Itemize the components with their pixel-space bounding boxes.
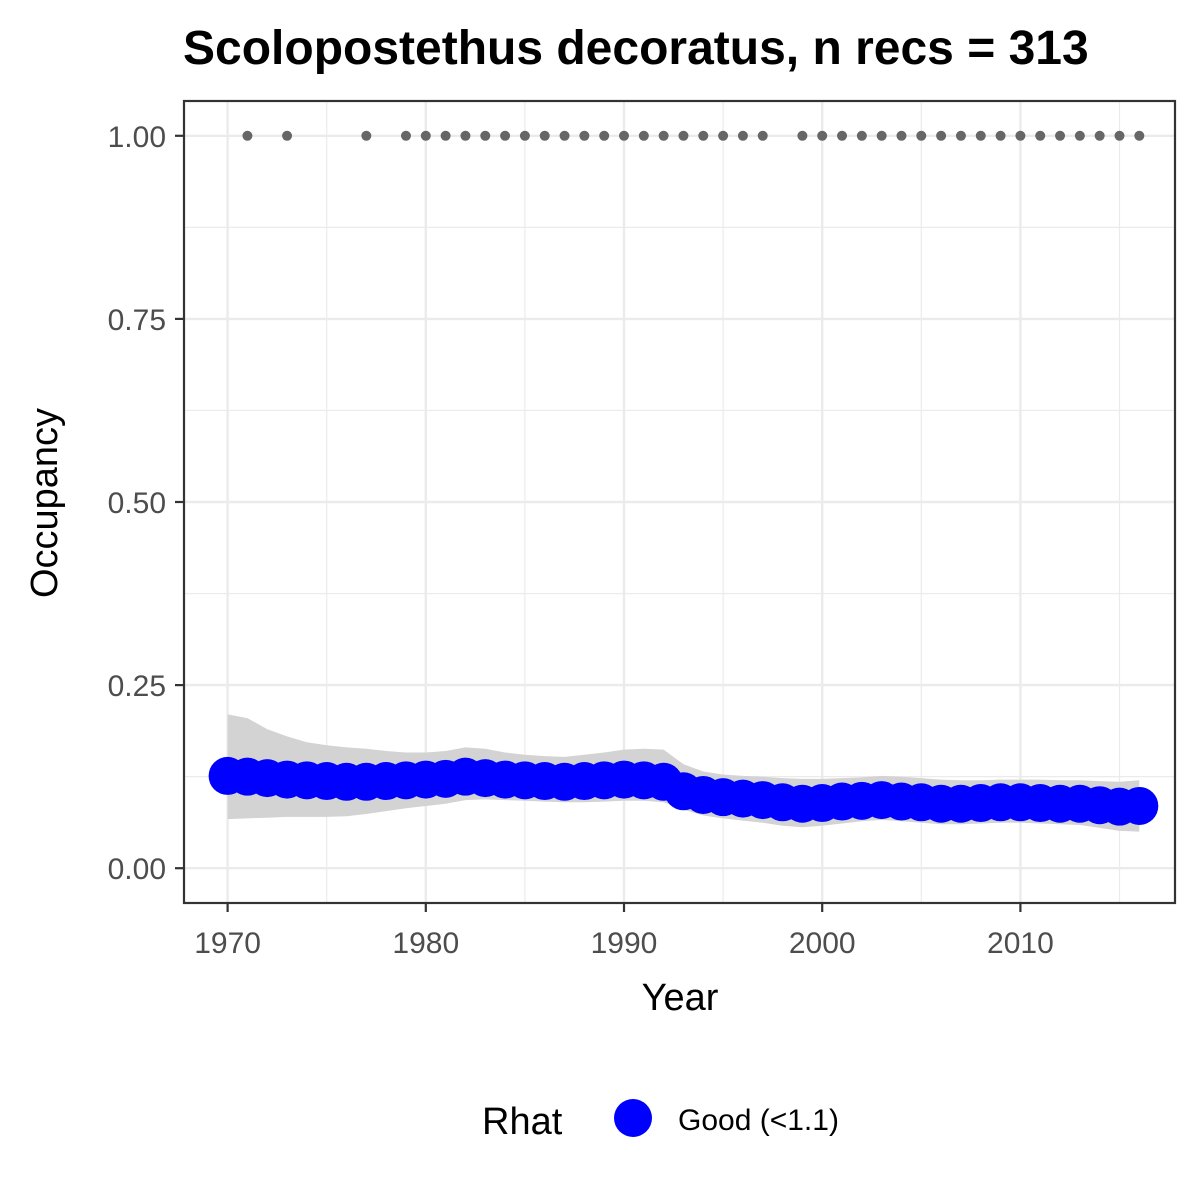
record-point <box>1114 130 1125 141</box>
y-tick-label: 0.00 <box>108 853 166 886</box>
record-point <box>579 130 590 141</box>
legend-title: Rhat <box>482 1101 563 1143</box>
y-axis-title: Occupancy <box>24 408 66 598</box>
record-point <box>440 130 451 141</box>
record-point <box>1094 130 1105 141</box>
record-point <box>658 130 669 141</box>
record-point <box>797 130 808 141</box>
record-point <box>361 130 372 141</box>
record-point <box>995 130 1006 141</box>
occupancy-points <box>208 756 1159 826</box>
record-point <box>1055 130 1066 141</box>
record-point <box>242 130 253 141</box>
x-tick-label: 2000 <box>789 927 856 960</box>
record-point <box>1074 130 1085 141</box>
y-tick-label: 0.50 <box>108 487 166 520</box>
record-point <box>975 130 986 141</box>
y-tick-label: 0.75 <box>108 304 166 337</box>
legend-label-good: Good (<1.1) <box>678 1104 839 1137</box>
record-point <box>1035 130 1046 141</box>
y-axis: 0.00 0.25 0.50 0.75 1.00 <box>108 121 184 886</box>
record-point <box>955 130 966 141</box>
chart-title: Scolopostethus decoratus, n recs = 313 <box>183 22 1089 75</box>
occupancy-point <box>1120 786 1159 825</box>
record-point <box>1134 130 1145 141</box>
record-point <box>876 130 887 141</box>
record-point <box>698 130 709 141</box>
record-point <box>1015 130 1026 141</box>
record-point <box>638 130 649 141</box>
record-point <box>480 130 491 141</box>
record-point <box>420 130 431 141</box>
record-point <box>718 130 729 141</box>
legend: Rhat Good (<1.1) <box>482 1099 839 1143</box>
x-tick-label: 1990 <box>591 927 658 960</box>
y-tick-label: 1.00 <box>108 121 166 154</box>
record-point <box>500 130 511 141</box>
record-point <box>916 130 927 141</box>
record-point <box>737 130 748 141</box>
record-point <box>539 130 550 141</box>
record-point <box>460 130 471 141</box>
record-points <box>242 130 1145 141</box>
record-point <box>837 130 848 141</box>
record-point <box>599 130 610 141</box>
record-point <box>757 130 768 141</box>
record-point <box>896 130 907 141</box>
x-tick-label: 1970 <box>194 927 261 960</box>
record-point <box>519 130 530 141</box>
record-point <box>817 130 828 141</box>
record-point <box>936 130 947 141</box>
record-point <box>400 130 411 141</box>
x-axis-title: Year <box>642 977 719 1019</box>
x-tick-label: 1980 <box>392 927 459 960</box>
record-point <box>282 130 293 141</box>
record-point <box>678 130 689 141</box>
plot-panel <box>182 99 1177 905</box>
legend-key-good <box>614 1099 652 1137</box>
record-point <box>559 130 570 141</box>
major-gridlines <box>184 101 1175 903</box>
x-tick-label: 2010 <box>987 927 1054 960</box>
record-point <box>619 130 630 141</box>
record-point <box>856 130 867 141</box>
x-axis: 1970 1980 1990 2000 2010 <box>194 903 1054 960</box>
y-tick-label: 0.25 <box>108 670 166 703</box>
